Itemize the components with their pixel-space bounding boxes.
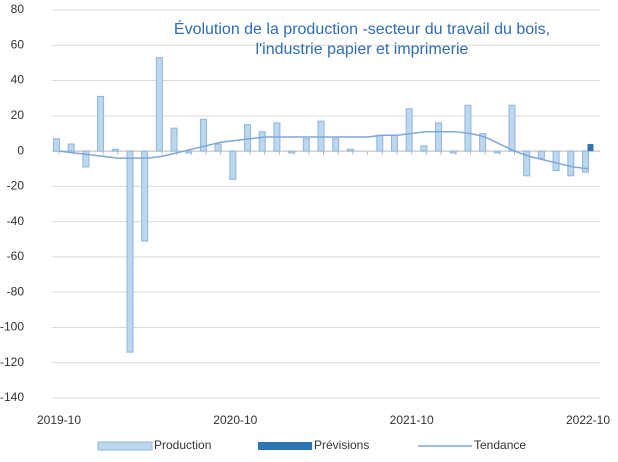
y-tick-label: -120 [0,355,24,369]
legend-swatch [97,441,153,451]
y-tick-label: -140 [0,390,24,404]
bar [288,150,296,154]
y-tick-label: -20 [7,179,25,193]
y-tick-label: 60 [11,37,25,51]
bar [493,150,501,154]
bar [229,150,237,180]
bar [537,150,545,159]
bar [405,108,413,152]
bar [155,57,163,152]
trend-line [58,130,589,170]
bar [258,131,266,152]
x-tick-label: 2019-10 [37,413,81,427]
bar [420,145,428,152]
bar [111,148,119,152]
bar [479,132,487,152]
bar [170,127,178,152]
bar [126,150,134,353]
x-tick-label: 2020-10 [213,413,257,427]
bar [582,150,589,173]
bar [317,120,325,152]
bar [53,138,60,152]
bar [199,118,207,152]
legend-swatch [258,442,312,450]
x-tick-label: 2021-10 [390,413,434,427]
legend-label: Production [154,438,211,452]
y-tick-label: 20 [11,108,25,122]
bar [346,148,354,152]
bar [185,150,193,154]
bar [332,138,340,152]
bar [435,122,443,152]
y-tick-label: -60 [7,249,25,263]
legend-label: Tendance [474,438,526,452]
bar [214,143,222,152]
bar [587,144,594,152]
bar [552,150,560,171]
bar [244,124,252,152]
x-tick-label: 2022-10 [566,413,610,427]
bar [567,150,575,177]
bar [508,104,516,152]
bar [523,150,531,177]
bar [449,150,457,154]
y-tick-label: 40 [11,73,25,87]
y-tick-label: 80 [11,2,25,16]
chart-title: Évolution de la production -secteur du t… [174,19,550,38]
bar [376,134,384,152]
bar [97,95,105,152]
y-tick-label: -80 [7,284,25,298]
y-tick-label: -40 [7,214,25,228]
y-tick-label: 0 [17,143,24,157]
y-tick-label: -100 [0,320,24,334]
bar [464,104,472,152]
bar [302,138,310,152]
bar [67,143,75,152]
bar [390,134,398,152]
bar [82,150,90,168]
chart-title: l'industrie papier et imprimerie [256,41,469,58]
legend-label: Prévisions [314,438,369,452]
bar [141,150,149,242]
